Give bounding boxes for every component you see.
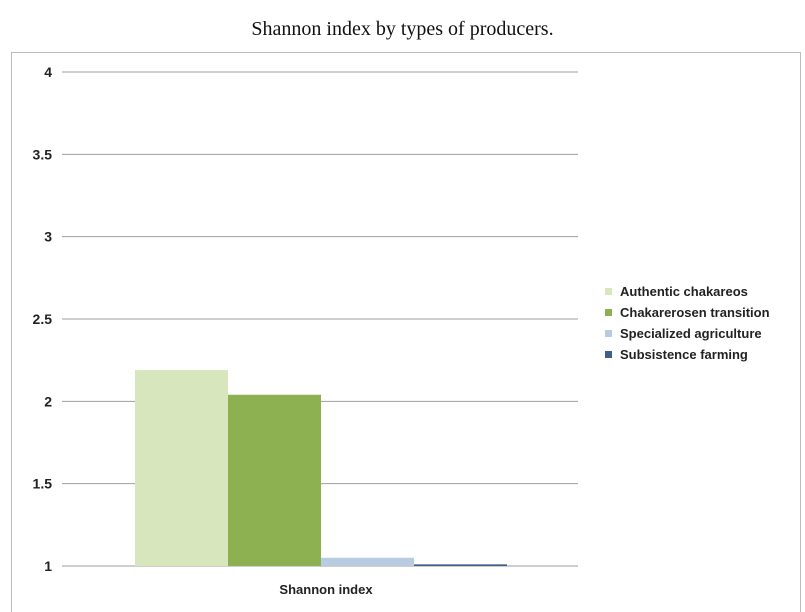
y-tick-label: 2.5: [33, 311, 53, 327]
bar-chakarerosen-transition: [228, 394, 321, 566]
legend-label: Chakarerosen transition: [620, 305, 770, 320]
bar-authentic-chakareos: [135, 370, 228, 566]
legend-swatch: [605, 309, 612, 316]
bars: [135, 370, 507, 566]
bar-subsistence-farming: [414, 564, 507, 566]
legend-label: Specialized agriculture: [620, 326, 762, 341]
x-category-label: Shannon index: [279, 582, 373, 597]
y-tick-label: 3.5: [33, 146, 53, 162]
chart-frame: [11, 52, 801, 612]
legend-label: Authentic chakareos: [620, 284, 748, 299]
y-tick-label: 1: [44, 558, 52, 574]
legend-swatch: [605, 288, 612, 295]
bar-specialized-agriculture: [321, 557, 414, 566]
legend-swatch: [605, 351, 612, 358]
y-tick-label: 3: [44, 229, 52, 245]
y-tick-label: 2: [44, 393, 52, 409]
y-tick-label: 1.5: [33, 476, 53, 492]
y-axis-ticks: 1 1.5 2 2.5 3 3.5 4: [33, 64, 53, 574]
legend: Authentic chakareos Chakarerosen transiti…: [605, 284, 770, 362]
chart-title: Shannon index by types of producers.: [251, 18, 554, 40]
x-axis-categories: Shannon index: [279, 582, 373, 597]
legend-swatch: [605, 330, 612, 337]
y-tick-label: 4: [44, 64, 52, 80]
legend-label: Subsistence farming: [620, 347, 748, 362]
